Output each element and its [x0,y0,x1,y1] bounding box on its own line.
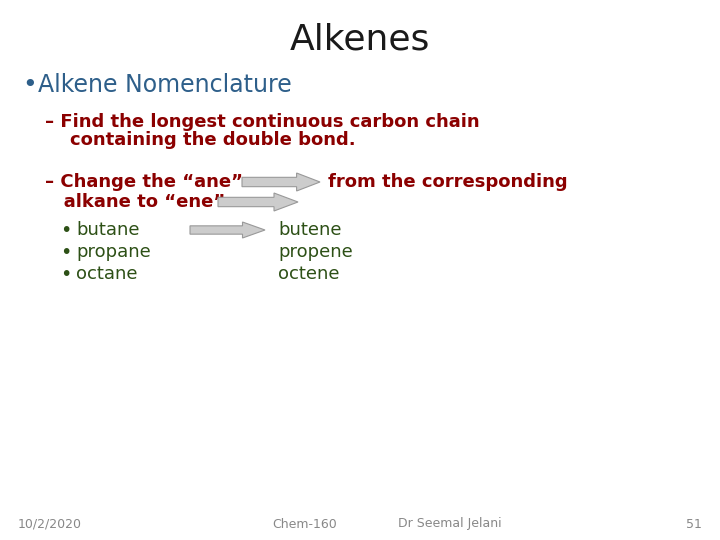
Text: octane: octane [76,265,138,283]
Text: 10/2/2020: 10/2/2020 [18,517,82,530]
Text: Alkenes: Alkenes [290,23,430,57]
Polygon shape [242,173,320,191]
Text: propane: propane [76,243,150,261]
Polygon shape [218,193,298,211]
Text: butene: butene [278,221,341,239]
Text: butane: butane [76,221,140,239]
Polygon shape [190,222,265,238]
Text: 51: 51 [686,517,702,530]
Text: from the corresponding: from the corresponding [328,173,567,191]
Text: alkane to “ene”: alkane to “ene” [45,193,225,211]
Text: Alkene Nomenclature: Alkene Nomenclature [38,73,292,97]
Text: octene: octene [278,265,340,283]
Text: •: • [60,220,71,240]
Text: containing the double bond.: containing the double bond. [45,131,356,149]
Text: Chem-160: Chem-160 [273,517,338,530]
Text: Dr Seemal Jelani: Dr Seemal Jelani [398,517,502,530]
Text: •: • [22,73,37,97]
Text: – Change the “ane”: – Change the “ane” [45,173,243,191]
Text: •: • [60,265,71,284]
Text: •: • [60,242,71,261]
Text: – Find the longest continuous carbon chain: – Find the longest continuous carbon cha… [45,113,480,131]
Text: propene: propene [278,243,353,261]
